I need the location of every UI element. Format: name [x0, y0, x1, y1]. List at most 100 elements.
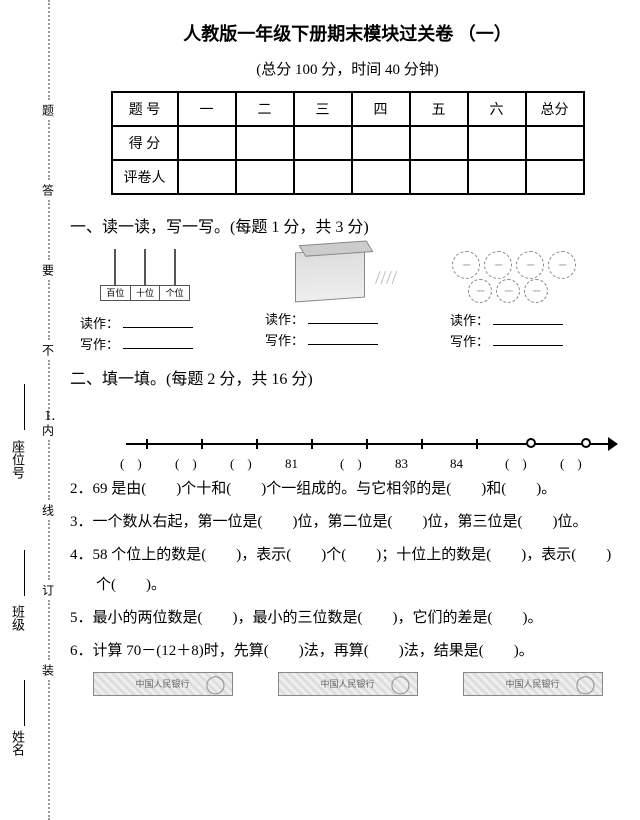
arrow-icon — [608, 437, 618, 451]
q1-item-circles: 读作： 写作： — [450, 249, 615, 355]
side-char: 订 — [42, 582, 54, 599]
blank-line[interactable] — [493, 332, 563, 346]
read-label: 读作： — [80, 313, 119, 332]
exam-title: 人教版一年级下册期末模块过关卷 （一） — [70, 20, 625, 46]
abacus-label: 十位 — [131, 286, 161, 300]
dotted-line — [48, 200, 50, 260]
side-underline — [24, 384, 25, 430]
grader-cell[interactable] — [410, 160, 468, 194]
score-table: 题 号 一 二 三 四 五 六 总分 得 分 评卷人 — [111, 91, 585, 195]
q-number: 1. — [70, 401, 92, 431]
banknote-icon: 中国人民银行 — [463, 672, 603, 696]
score-cell[interactable] — [178, 126, 236, 160]
write-label: 写作： — [450, 331, 489, 350]
numline-hollow-tick — [526, 438, 536, 448]
score-cell[interactable] — [410, 126, 468, 160]
dotted-line — [48, 120, 50, 180]
score-cell[interactable] — [526, 126, 584, 160]
dotted-line — [48, 600, 50, 660]
grader-cell[interactable] — [294, 160, 352, 194]
numline-tick — [311, 439, 313, 449]
numline-hollow-tick — [581, 438, 591, 448]
side-char: 装 — [42, 662, 54, 679]
q1-item-abacus: 百位十位个位 读作： 写作： — [80, 249, 245, 355]
question-6: 6．计算 70－(12＋8)时，先算( )法，再算( )法，结果是( )。 — [70, 636, 625, 666]
col-head: 五 — [410, 92, 468, 126]
blank-line[interactable] — [308, 331, 378, 345]
banknote-icon: 中国人民银行 — [93, 672, 233, 696]
score-cell[interactable] — [468, 126, 526, 160]
numline-tick — [201, 439, 203, 449]
col-head: 一 — [178, 92, 236, 126]
blank-line[interactable] — [493, 311, 563, 325]
numline-axis — [126, 443, 616, 445]
dotted-line — [48, 280, 50, 340]
number-line: ( )( )( )81( )8384( )( ) — [126, 435, 616, 471]
score-cell[interactable] — [352, 126, 410, 160]
write-label: 写作： — [80, 334, 119, 353]
numline-tick — [366, 439, 368, 449]
blank-line[interactable] — [308, 310, 378, 324]
blank-line[interactable] — [123, 335, 193, 349]
table-row: 题 号 一 二 三 四 五 六 总分 — [112, 92, 584, 126]
dotted-line — [48, 520, 50, 580]
side-char: 线 — [42, 502, 54, 519]
col-head: 二 — [236, 92, 294, 126]
abacus-label: 个位 — [160, 286, 189, 300]
col-head: 三 — [294, 92, 352, 126]
side-label-name: 姓名 — [8, 730, 27, 756]
row-label: 得 分 — [112, 126, 178, 160]
abacus-icon: 百位十位个位 — [100, 249, 190, 301]
section1-title: 一、读一读，写一写。(每题 1 分，共 3 分) — [70, 213, 625, 237]
col-head: 总分 — [526, 92, 584, 126]
write-label: 写作： — [265, 330, 304, 349]
tally-icon: //// — [375, 267, 397, 290]
grader-cell[interactable] — [236, 160, 294, 194]
section2-title: 二、填一填。(每题 2 分，共 16 分) — [70, 365, 625, 389]
col-head: 四 — [352, 92, 410, 126]
side-char: 要 — [42, 262, 54, 279]
side-underline — [24, 680, 25, 726]
score-cell[interactable] — [294, 126, 352, 160]
q1-row: 百位十位个位 读作： 写作： //// 读作： 写作： — [70, 249, 625, 355]
exam-subtitle: (总分 100 分，时间 40 分钟) — [70, 58, 625, 79]
dotted-line — [48, 680, 50, 820]
grader-cell[interactable] — [178, 160, 236, 194]
question-1: 1. ( )( )( )81( )8384( )( ) — [70, 401, 625, 471]
question-3: 3．一个数从右起，第一位是( )位，第二位是( )位，第三位是( )位。 — [70, 507, 625, 537]
side-char: 不 — [42, 342, 54, 359]
numline-tick — [146, 439, 148, 449]
question-5: 5．最小的两位数是( )，最小的三位数是( )，它们的差是( )。 — [70, 603, 625, 633]
numline-tick — [256, 439, 258, 449]
blank-line[interactable] — [123, 314, 193, 328]
banknote-icon: 中国人民银行 — [278, 672, 418, 696]
chalk-box-icon — [295, 248, 365, 303]
grader-cell[interactable] — [468, 160, 526, 194]
numline-tick — [421, 439, 423, 449]
q1-item-box: //// 读作： 写作： — [265, 249, 430, 355]
bead-circles-icon — [450, 249, 580, 304]
row-label: 题 号 — [112, 92, 178, 126]
read-label: 读作： — [265, 309, 304, 328]
grader-cell[interactable] — [526, 160, 584, 194]
dotted-line — [48, 0, 50, 100]
score-cell[interactable] — [236, 126, 294, 160]
question-2: 2．69 是由( )个十和( )个一组成的。与它相邻的是( )和( )。 — [70, 474, 625, 504]
side-char: 答 — [42, 182, 54, 199]
side-label-class: 班级 — [8, 605, 27, 631]
main-content: 人教版一年级下册期末模块过关卷 （一） (总分 100 分，时间 40 分钟) … — [70, 20, 625, 696]
dotted-line — [48, 440, 50, 500]
table-row: 评卷人 — [112, 160, 584, 194]
side-label-seat: 座位号 — [8, 440, 27, 479]
side-underline — [24, 550, 25, 596]
read-label: 读作： — [450, 310, 489, 329]
exam-page: 姓名 班级 座位号 题 答 要 不 内 线 订 装 人教版一年级下册期末模块过关… — [0, 0, 640, 819]
col-head: 六 — [468, 92, 526, 126]
money-row: 中国人民银行 中国人民银行 中国人民银行 — [70, 672, 625, 696]
question-4: 4．58 个位上的数是( )，表示( )个( )；十位上的数是( )，表示( )… — [70, 540, 625, 600]
table-row: 得 分 — [112, 126, 584, 160]
row-label: 评卷人 — [112, 160, 178, 194]
grader-cell[interactable] — [352, 160, 410, 194]
side-char: 题 — [42, 102, 54, 119]
numline-tick — [476, 439, 478, 449]
